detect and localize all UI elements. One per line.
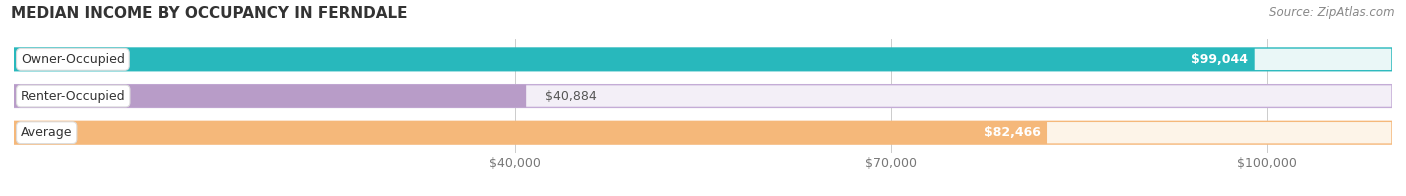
FancyBboxPatch shape: [14, 85, 1392, 107]
Text: Owner-Occupied: Owner-Occupied: [21, 53, 125, 66]
Text: $40,884: $40,884: [546, 90, 596, 103]
Text: $82,466: $82,466: [984, 126, 1040, 139]
FancyBboxPatch shape: [14, 48, 1254, 71]
FancyBboxPatch shape: [14, 121, 1047, 144]
Text: Source: ZipAtlas.com: Source: ZipAtlas.com: [1270, 6, 1395, 19]
FancyBboxPatch shape: [14, 48, 1392, 71]
Text: Average: Average: [21, 126, 73, 139]
Text: $99,044: $99,044: [1191, 53, 1249, 66]
Text: Renter-Occupied: Renter-Occupied: [21, 90, 125, 103]
Text: MEDIAN INCOME BY OCCUPANCY IN FERNDALE: MEDIAN INCOME BY OCCUPANCY IN FERNDALE: [11, 6, 408, 21]
FancyBboxPatch shape: [14, 121, 1392, 144]
FancyBboxPatch shape: [14, 85, 526, 107]
